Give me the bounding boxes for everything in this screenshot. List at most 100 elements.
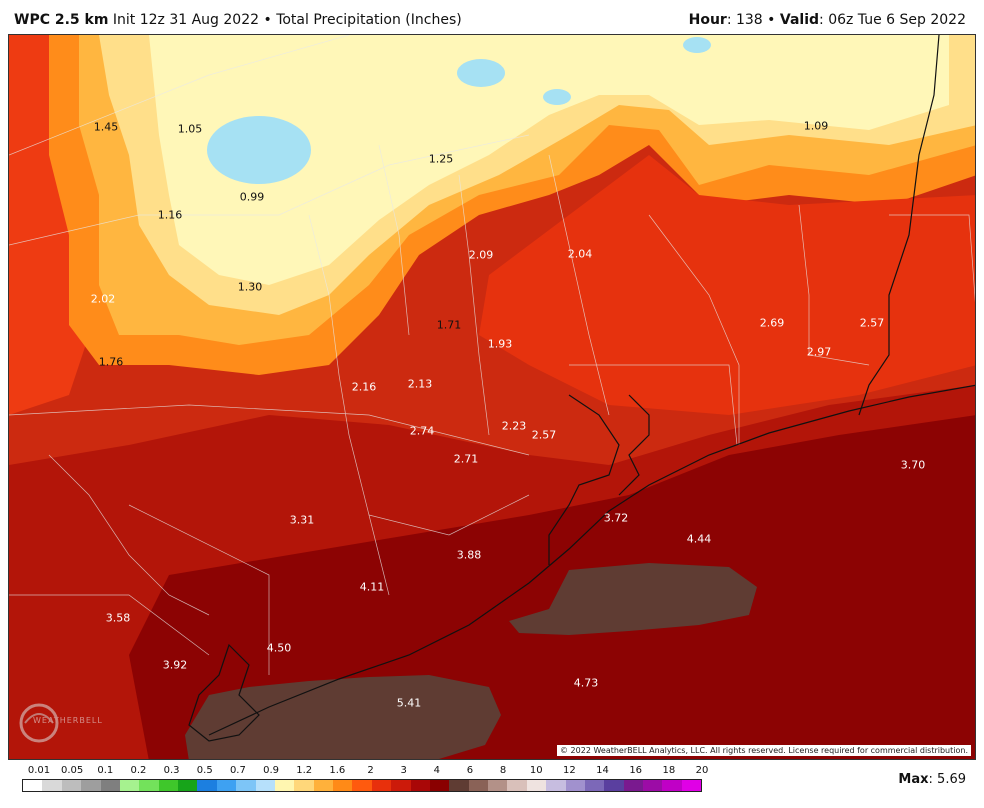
legend-swatch bbox=[681, 780, 702, 791]
valid-value: : 06z Tue 6 Sep 2022 bbox=[819, 12, 966, 28]
legend-swatch bbox=[488, 780, 508, 791]
legend-swatch bbox=[158, 780, 178, 791]
coastline bbox=[188, 35, 975, 742]
legend-label: 12 bbox=[563, 765, 576, 776]
product-name: Total Precipitation (Inches) bbox=[276, 12, 462, 28]
map-header: WPC 2.5 km Init 12z 31 Aug 2022 • Total … bbox=[0, 0, 984, 34]
precip-value: 2.23 bbox=[501, 419, 527, 433]
legend-swatch bbox=[604, 780, 624, 791]
hour-value: : 138 bbox=[726, 12, 763, 28]
lake bbox=[207, 116, 311, 184]
hour-label: Hour bbox=[688, 12, 727, 28]
legend-label: 2 bbox=[367, 765, 374, 776]
precip-value: 2.57 bbox=[531, 428, 557, 442]
precipitation-map[interactable]: 1.45 1.05 0.99 1.16 1.25 1.09 2.02 1.30 … bbox=[8, 34, 976, 760]
legend-swatch bbox=[352, 780, 372, 791]
precip-value: 4.50 bbox=[266, 641, 292, 655]
legend-swatch bbox=[526, 780, 547, 791]
legend-labels: 0.01 0.05 0.1 0.2 0.3 0.5 0.7 0.9 1.2 1.6 2 3 4 6 8 10 1… bbox=[22, 765, 709, 777]
legend-swatch bbox=[410, 780, 430, 791]
precip-value: 3.70 bbox=[900, 458, 926, 472]
legend-swatch bbox=[429, 780, 450, 791]
legend-swatch bbox=[139, 780, 159, 791]
legend-swatch bbox=[565, 780, 585, 791]
precip-value: 5.41 bbox=[396, 696, 422, 710]
precip-value: 3.31 bbox=[289, 513, 315, 527]
legend-label: 14 bbox=[596, 765, 609, 776]
time-separator: • bbox=[767, 12, 776, 28]
max-value-readout: Max: 5.69 bbox=[898, 772, 966, 787]
precip-value: 1.76 bbox=[98, 355, 124, 369]
precipitation-field bbox=[9, 35, 975, 759]
valid-label: Valid bbox=[779, 12, 820, 28]
max-precip-area bbox=[185, 675, 501, 759]
legend-swatch bbox=[468, 780, 488, 791]
legend-swatch bbox=[61, 780, 82, 791]
deep-red-region bbox=[129, 415, 975, 759]
init-time: Init 12z 31 Aug 2022 bbox=[112, 12, 260, 28]
legend-swatch bbox=[255, 780, 275, 791]
precip-value: 2.97 bbox=[806, 345, 832, 359]
legend-swatch bbox=[643, 780, 663, 791]
model-name: WPC 2.5 km bbox=[14, 12, 109, 28]
legend-swatch bbox=[23, 780, 43, 791]
precip-value: 2.71 bbox=[453, 452, 479, 466]
precip-value: 2.09 bbox=[468, 248, 494, 262]
legend-label: 0.01 bbox=[27, 765, 51, 776]
legend-swatch bbox=[119, 780, 140, 791]
max-label: Max bbox=[898, 772, 929, 787]
precip-value: 1.45 bbox=[93, 120, 119, 134]
precip-value: 2.69 bbox=[759, 316, 785, 330]
max-precip-area bbox=[509, 563, 757, 635]
precip-value: 2.13 bbox=[407, 377, 433, 391]
precip-value: 2.16 bbox=[351, 380, 377, 394]
precip-value: 1.05 bbox=[177, 122, 203, 136]
precip-value: 4.11 bbox=[359, 580, 385, 594]
precip-value: 3.88 bbox=[456, 548, 482, 562]
legend-label: 0.5 bbox=[196, 765, 213, 776]
title-separator: • bbox=[263, 12, 272, 28]
legend-swatch bbox=[313, 780, 333, 791]
legend-swatch bbox=[100, 780, 120, 791]
legend-swatch bbox=[236, 780, 256, 791]
legend-label: 8 bbox=[499, 765, 507, 776]
legend-swatch bbox=[333, 780, 353, 791]
map-title: WPC 2.5 km Init 12z 31 Aug 2022 • Total … bbox=[14, 12, 462, 28]
legend-label: 18 bbox=[662, 765, 676, 776]
legend-label: 16 bbox=[629, 765, 643, 776]
precip-legend: 0.01 0.05 0.1 0.2 0.3 0.5 0.7 0.9 1.2 1.6 2 3 4 6 8 10 1… bbox=[22, 765, 709, 795]
legend-label: 0.7 bbox=[229, 765, 246, 776]
lake bbox=[457, 59, 505, 87]
precip-value: 1.93 bbox=[487, 337, 513, 351]
legend-swatch bbox=[216, 780, 237, 791]
forecast-time: Hour: 138 • Valid: 06z Tue 6 Sep 2022 bbox=[689, 12, 966, 28]
east-red-region bbox=[479, 155, 975, 415]
precip-value: 1.25 bbox=[428, 152, 454, 166]
legend-swatch bbox=[546, 780, 566, 791]
precip-value: 1.09 bbox=[803, 119, 829, 133]
legend-swatch bbox=[584, 780, 605, 791]
legend-swatch bbox=[371, 780, 392, 791]
legend-label: 0.9 bbox=[263, 765, 279, 776]
max-value: : 5.69 bbox=[928, 772, 966, 787]
legend-swatch bbox=[197, 780, 217, 791]
legend-swatch bbox=[391, 780, 411, 791]
precip-value: 2.74 bbox=[409, 424, 435, 438]
logo-wordmark: WEATHERBELL bbox=[33, 716, 103, 725]
pale-yellow-core bbox=[149, 35, 949, 285]
precip-value: 1.16 bbox=[157, 208, 183, 222]
legend-swatch bbox=[178, 780, 198, 791]
legend-label: 0.2 bbox=[130, 765, 147, 776]
county-lines bbox=[9, 35, 975, 675]
legend-swatch bbox=[623, 780, 643, 791]
precip-value: 3.72 bbox=[603, 511, 629, 525]
legend-label: 0.05 bbox=[61, 765, 84, 776]
precip-value: 4.44 bbox=[686, 532, 712, 546]
logo-swirl-icon bbox=[19, 703, 59, 743]
legend-colorbar bbox=[22, 779, 702, 792]
precip-value: 3.58 bbox=[105, 611, 131, 625]
lake bbox=[683, 37, 711, 53]
legend-label: 0.1 bbox=[97, 765, 114, 776]
legend-label: 10 bbox=[529, 765, 543, 776]
legend-swatch bbox=[294, 780, 314, 791]
